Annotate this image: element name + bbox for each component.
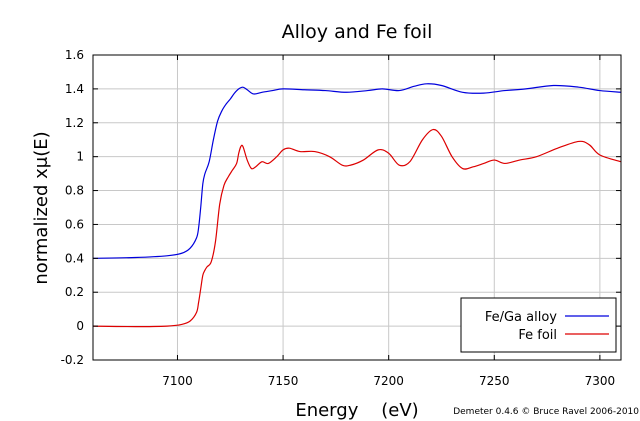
x-axis-label: Energy (eV) [295, 400, 418, 421]
y-tick-label: 0.4 [65, 251, 84, 265]
series-lines [92, 83, 622, 328]
y-tick-label: 0.2 [65, 285, 84, 299]
y-axis-label: normalized xμ(E) [31, 131, 52, 284]
ticks: 7100 7150 7200 7250 7300 -0.2 0 0.2 0.4 0.6 0.8 1 1.… [61, 48, 621, 388]
x-tick-label: 7100 [162, 374, 193, 388]
legend-box [460, 297, 617, 353]
legend-label-alloy: Fe/Ga alloy [485, 310, 557, 325]
legend: Fe/Ga alloy Fe foil [460, 297, 617, 353]
x-tick-label: 7200 [373, 374, 404, 388]
plot-frame [92, 54, 622, 361]
y-tick-label: 0 [76, 319, 84, 333]
y-tick-label: 1.2 [65, 116, 84, 130]
series-line-fe-foil [92, 128, 622, 328]
y-tick-label: -0.2 [61, 353, 84, 367]
y-tick-label: 0.8 [65, 184, 84, 198]
y-tick-label: 1 [76, 150, 84, 164]
y-tick-label: 1.4 [65, 82, 84, 96]
x-tick-label: 7250 [479, 374, 510, 388]
x-tick-label: 7300 [585, 374, 616, 388]
series-line-fe-ga-alloy [92, 83, 622, 259]
y-tick-label: 1.6 [65, 48, 84, 62]
legend-label-fe-foil: Fe foil [518, 328, 557, 343]
chart-title: Alloy and Fe foil [282, 21, 433, 43]
y-tick-label: 0.6 [65, 217, 84, 231]
x-tick-label: 7150 [268, 374, 299, 388]
credit-text: Demeter 0.4.6 © Bruce Ravel 2006-2010 [453, 407, 639, 417]
